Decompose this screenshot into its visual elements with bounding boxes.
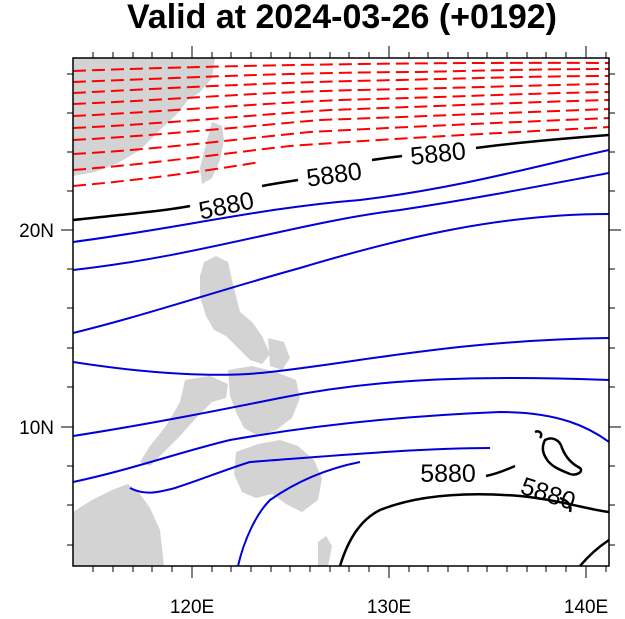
reference-contour-north <box>73 204 191 222</box>
contour-label-5880-e: 5880 <box>517 472 579 516</box>
lat-tick-labels: 20N 10N <box>19 221 54 439</box>
lon-tick-labels: 120E 130E 140E <box>170 597 608 618</box>
land-mindanao <box>234 440 322 512</box>
contour-label-5880-c: 5880 <box>409 137 467 171</box>
map-title: Valid at 2024-03-26 (+0192) <box>127 0 557 36</box>
reference-contours <box>73 133 609 566</box>
land-visayas-east <box>268 338 290 370</box>
contour-label-5880-d: 5880 <box>420 460 476 488</box>
contour-label-5880-b: 5880 <box>305 157 364 192</box>
land-taiwan <box>200 122 224 184</box>
lon-label-130e: 130E <box>367 597 411 618</box>
lat-label-20n: 20N <box>19 221 54 242</box>
contour-label-5880-a: 5880 <box>196 186 256 225</box>
lat-label-10n: 10N <box>19 418 54 439</box>
lon-label-140e: 140E <box>564 597 608 618</box>
lon-label-120e: 120E <box>170 597 214 618</box>
land-luzon <box>200 256 270 364</box>
land-mindoro-palawan <box>140 376 228 466</box>
red-dashed-contours <box>73 61 609 187</box>
axis-ticks <box>61 46 621 578</box>
land-sulawesi-edge <box>318 536 332 566</box>
map-frame <box>72 57 610 567</box>
reference-contour-south <box>338 493 609 566</box>
blue-contours <box>73 149 609 566</box>
land-borneo <box>73 484 164 566</box>
